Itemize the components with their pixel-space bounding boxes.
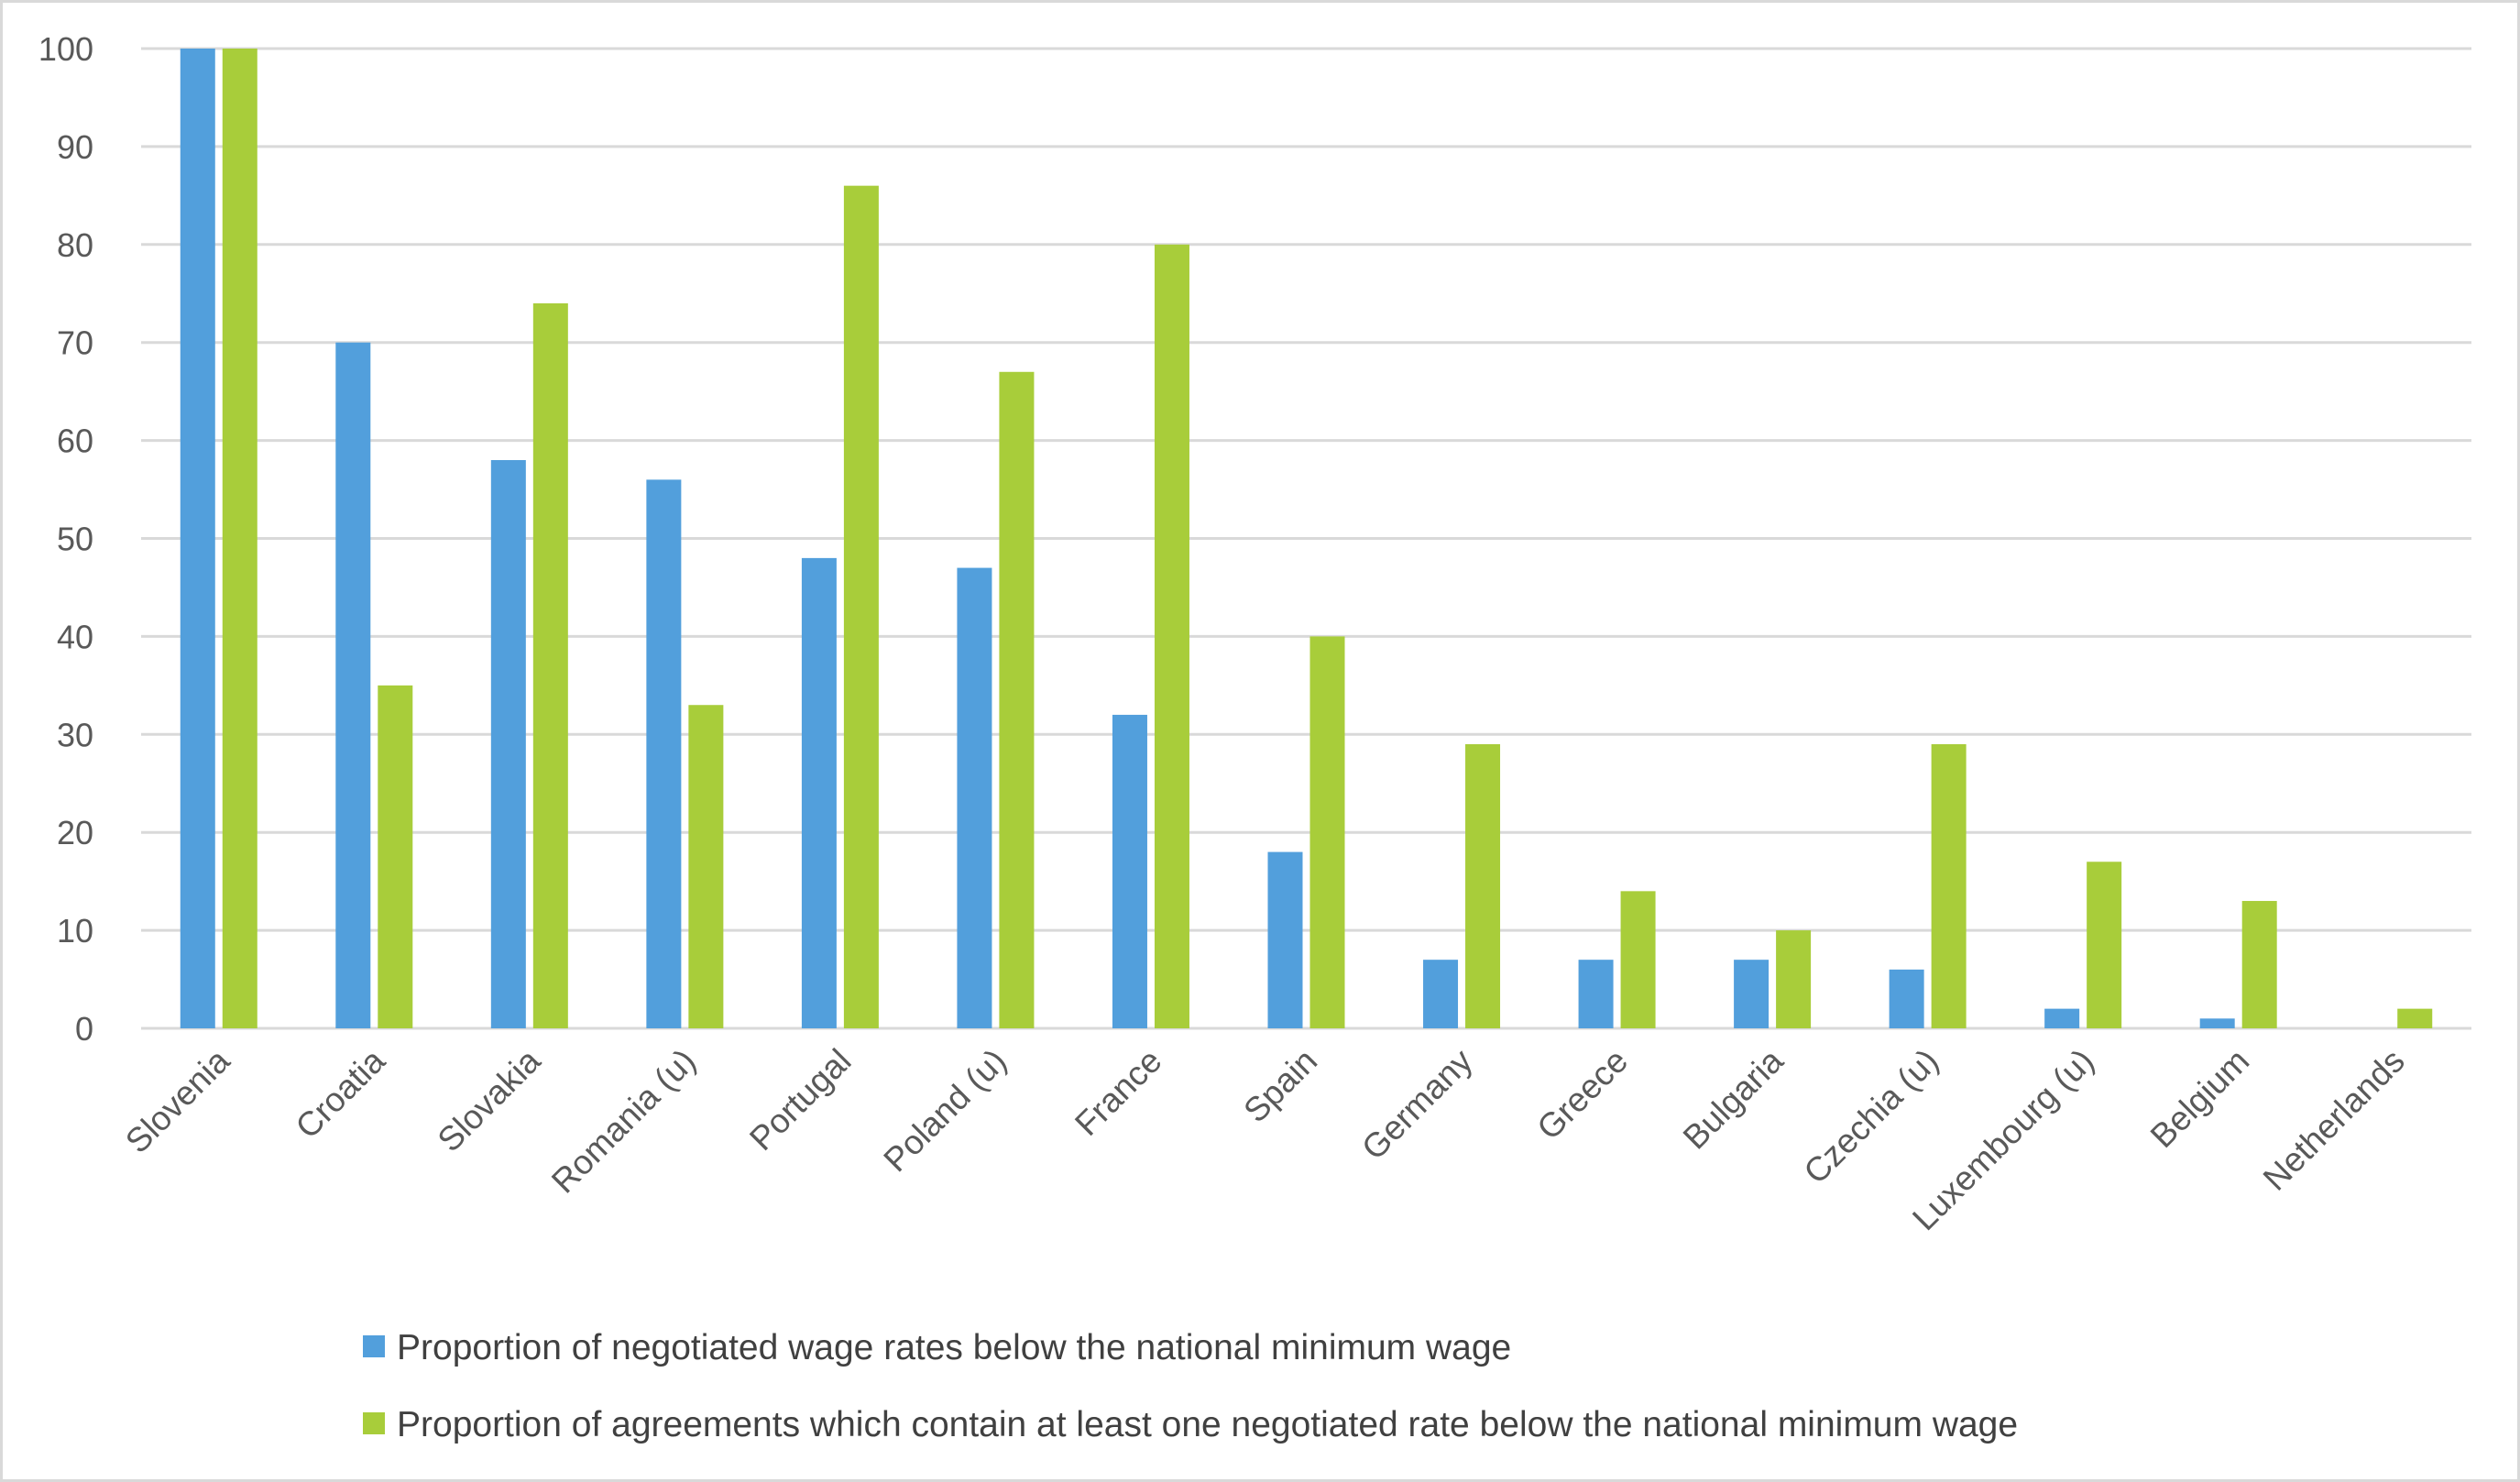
bar-agreements bbox=[2087, 862, 2122, 1028]
y-tick-label: 50 bbox=[57, 521, 93, 558]
x-tick-label: Portugal bbox=[742, 1042, 858, 1158]
x-tick-label: France bbox=[1068, 1042, 1168, 1143]
bar-agreements bbox=[999, 371, 1035, 1028]
bar-wage-rates bbox=[180, 49, 215, 1028]
legend-swatch bbox=[363, 1335, 385, 1357]
y-tick-label: 80 bbox=[57, 226, 93, 264]
bar-wage-rates bbox=[490, 459, 526, 1029]
x-tick-label: Bulgaria bbox=[1676, 1041, 1791, 1156]
bar-agreements bbox=[843, 185, 879, 1028]
bar-wage-rates bbox=[1734, 960, 1769, 1028]
bar-agreements bbox=[532, 302, 568, 1028]
bars bbox=[180, 49, 2433, 1029]
y-tick-label: 0 bbox=[75, 1010, 93, 1048]
bar-wage-rates bbox=[646, 479, 682, 1028]
bar-agreements bbox=[1931, 743, 1967, 1028]
y-axis-ticks: 0 10 20 30 40 50 60 70 80 90 100 bbox=[38, 30, 93, 1048]
x-tick-label: Croatia bbox=[289, 1041, 393, 1146]
bar-wage-rates bbox=[335, 342, 371, 1028]
legend-swatch bbox=[363, 1412, 385, 1434]
bar-wage-rates bbox=[1112, 714, 1147, 1028]
y-tick-label: 70 bbox=[57, 324, 93, 362]
x-tick-label: Spain bbox=[1236, 1042, 1324, 1130]
y-tick-label: 40 bbox=[57, 618, 93, 655]
legend-label: Proportion of agreements which contain a… bbox=[397, 1405, 2018, 1444]
legend: Proportion of negotiated wage rates belo… bbox=[363, 1328, 2018, 1444]
x-tick-label: Netherlands bbox=[2256, 1042, 2412, 1198]
x-tick-label: Belgium bbox=[2143, 1042, 2257, 1156]
bar-wage-rates bbox=[1578, 960, 1614, 1028]
y-tick-label: 10 bbox=[57, 912, 93, 950]
y-tick-label: 30 bbox=[57, 716, 93, 753]
bar-agreements bbox=[1154, 244, 1189, 1028]
y-tick-label: 100 bbox=[38, 30, 93, 68]
x-tick-label: Greece bbox=[1529, 1042, 1635, 1147]
x-tick-label: Slovakia bbox=[431, 1041, 548, 1158]
x-tick-label: Germany bbox=[1354, 1041, 1480, 1167]
bar-agreements bbox=[688, 705, 724, 1028]
bar-wage-rates bbox=[957, 567, 992, 1028]
y-tick-label: 20 bbox=[57, 814, 93, 851]
bar-agreements bbox=[1465, 743, 1501, 1028]
x-tick-label: Czechia (u) bbox=[1797, 1042, 1946, 1191]
bar-wage-rates bbox=[1267, 851, 1303, 1028]
bar-agreements bbox=[2241, 901, 2277, 1028]
bar-wage-rates bbox=[1889, 969, 1924, 1028]
bar-wage-rates bbox=[1423, 960, 1459, 1028]
bar-agreements bbox=[1620, 891, 1656, 1028]
x-tick-label: Poland (u) bbox=[876, 1042, 1013, 1180]
bar-wage-rates bbox=[2044, 1008, 2080, 1028]
gridlines bbox=[141, 47, 2471, 1030]
bar-agreements bbox=[222, 49, 257, 1028]
x-tick-label: Slovenia bbox=[118, 1041, 237, 1160]
bar-wage-rates bbox=[801, 557, 837, 1028]
bar-wage-rates bbox=[2199, 1018, 2235, 1028]
legend-label: Proportion of negotiated wage rates belo… bbox=[397, 1328, 1511, 1367]
bar-agreements bbox=[2397, 1008, 2433, 1028]
bar-agreements bbox=[1776, 930, 1812, 1028]
bar-agreements bbox=[378, 685, 413, 1028]
y-tick-label: 90 bbox=[57, 128, 93, 166]
y-tick-label: 60 bbox=[57, 423, 93, 460]
bar-agreements bbox=[1309, 636, 1345, 1028]
x-tick-label: Romania (u) bbox=[544, 1042, 703, 1201]
